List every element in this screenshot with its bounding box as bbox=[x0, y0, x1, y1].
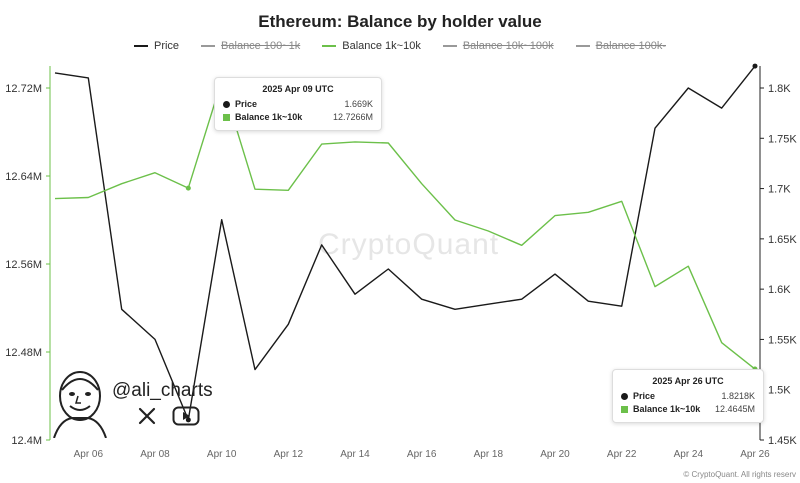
legend-swatch bbox=[442, 45, 457, 47]
x-tick-label: Apr 26 bbox=[740, 449, 770, 460]
legend-swatch bbox=[133, 45, 148, 47]
x-tick-label: Apr 14 bbox=[340, 449, 370, 460]
left-tick-label: 12.48M bbox=[5, 347, 42, 359]
tooltip-label: Price bbox=[633, 391, 656, 401]
legend-label: Balance 10k~100k bbox=[462, 40, 554, 52]
left-tick-label: 12.64M bbox=[5, 171, 42, 183]
x-tick-label: Apr 22 bbox=[607, 449, 637, 460]
avatar bbox=[53, 371, 107, 438]
right-tick-label: 1.5K bbox=[768, 385, 791, 397]
x-tick-label: Apr 12 bbox=[274, 449, 304, 460]
series-line-balance-1k-10k bbox=[54, 79, 756, 370]
highlight-balance-point bbox=[185, 185, 191, 191]
tooltip-row-price: Price 1.669K bbox=[223, 98, 373, 111]
left-tick-label: 12.4M bbox=[11, 435, 42, 447]
legend-swatch bbox=[201, 45, 216, 47]
tooltip-label: Balance 1k~10k bbox=[633, 404, 701, 414]
legend-item-0[interactable]: Price bbox=[133, 40, 180, 52]
x-tick-label: Apr 08 bbox=[140, 449, 170, 460]
watermark: CryptoQuant bbox=[318, 228, 500, 261]
x-tick-label: Apr 18 bbox=[474, 449, 504, 460]
legend-item-1[interactable]: Balance 100~1k bbox=[201, 40, 300, 52]
price-dot-icon bbox=[621, 393, 628, 400]
x-logo-icon bbox=[138, 407, 156, 425]
balance-square-icon bbox=[223, 114, 230, 121]
tooltip-label: Price bbox=[235, 99, 258, 109]
chart-title: Ethereum: Balance by holder value bbox=[258, 12, 542, 31]
tooltip-row-price: Price 1.8218K bbox=[621, 390, 755, 403]
highlight-price-point bbox=[752, 63, 758, 69]
tooltip-apr09: 2025 Apr 09 UTC Price 1.669K Balance 1k~… bbox=[214, 77, 382, 131]
legend-item-4[interactable]: Balance 100k- bbox=[575, 40, 666, 52]
legend-label: Balance 1k~10k bbox=[342, 40, 421, 52]
left-tick-label: 12.56M bbox=[5, 259, 42, 271]
price-dot-icon bbox=[223, 101, 230, 108]
series-line-price bbox=[54, 65, 756, 421]
legend-label: Price bbox=[153, 40, 180, 52]
right-tick-label: 1.7K bbox=[768, 184, 791, 196]
x-tick-label: Apr 20 bbox=[540, 449, 570, 460]
tooltip-title: 2025 Apr 09 UTC bbox=[262, 84, 334, 94]
x-tick-label: Apr 10 bbox=[207, 449, 237, 460]
x-tick-label: Apr 16 bbox=[407, 449, 437, 460]
x-tick-label: Apr 06 bbox=[74, 449, 104, 460]
x-tick-label: Apr 24 bbox=[674, 449, 704, 460]
youtube-icon bbox=[172, 406, 200, 426]
legend-label: Balance 100~1k bbox=[221, 40, 301, 52]
tooltip-apr26: 2025 Apr 26 UTC Price 1.8218K Balance 1k… bbox=[612, 369, 764, 423]
author-handle: @ali_charts bbox=[112, 380, 213, 401]
tooltip-row-balance: Balance 1k~10k 12.4645M bbox=[621, 403, 755, 416]
tooltip-label: Balance 1k~10k bbox=[235, 112, 303, 122]
legend-item-3[interactable]: Balance 10k~100k bbox=[442, 40, 554, 52]
tooltip-value: 1.8218K bbox=[721, 391, 755, 401]
right-tick-label: 1.6K bbox=[768, 284, 791, 296]
tooltip-title: 2025 Apr 26 UTC bbox=[652, 376, 724, 386]
credit-text: © CryptoQuant. All rights reserv bbox=[683, 470, 796, 479]
highlight-price-point bbox=[185, 417, 191, 423]
legend-swatch bbox=[322, 45, 337, 47]
right-tick-label: 1.45K bbox=[768, 435, 797, 447]
tooltip-row-balance: Balance 1k~10k 12.7266M bbox=[223, 111, 373, 124]
right-tick-label: 1.55K bbox=[768, 334, 797, 346]
right-tick-label: 1.75K bbox=[768, 133, 797, 145]
tooltip-value: 12.7266M bbox=[332, 112, 373, 122]
legend-item-2[interactable]: Balance 1k~10k bbox=[322, 40, 421, 52]
legend-label: Balance 100k- bbox=[595, 40, 666, 52]
right-tick-label: 1.65K bbox=[768, 234, 797, 246]
left-tick-label: 12.72M bbox=[5, 83, 42, 95]
tooltip-value: 12.4645M bbox=[714, 404, 755, 414]
right-tick-label: 1.8K bbox=[768, 83, 791, 95]
tooltip-value: 1.669K bbox=[344, 99, 373, 109]
legend-swatch bbox=[575, 45, 590, 47]
balance-square-icon bbox=[621, 406, 628, 413]
legend: Price Balance 100~1k Balance 1k~10k Balance… bbox=[0, 40, 800, 52]
